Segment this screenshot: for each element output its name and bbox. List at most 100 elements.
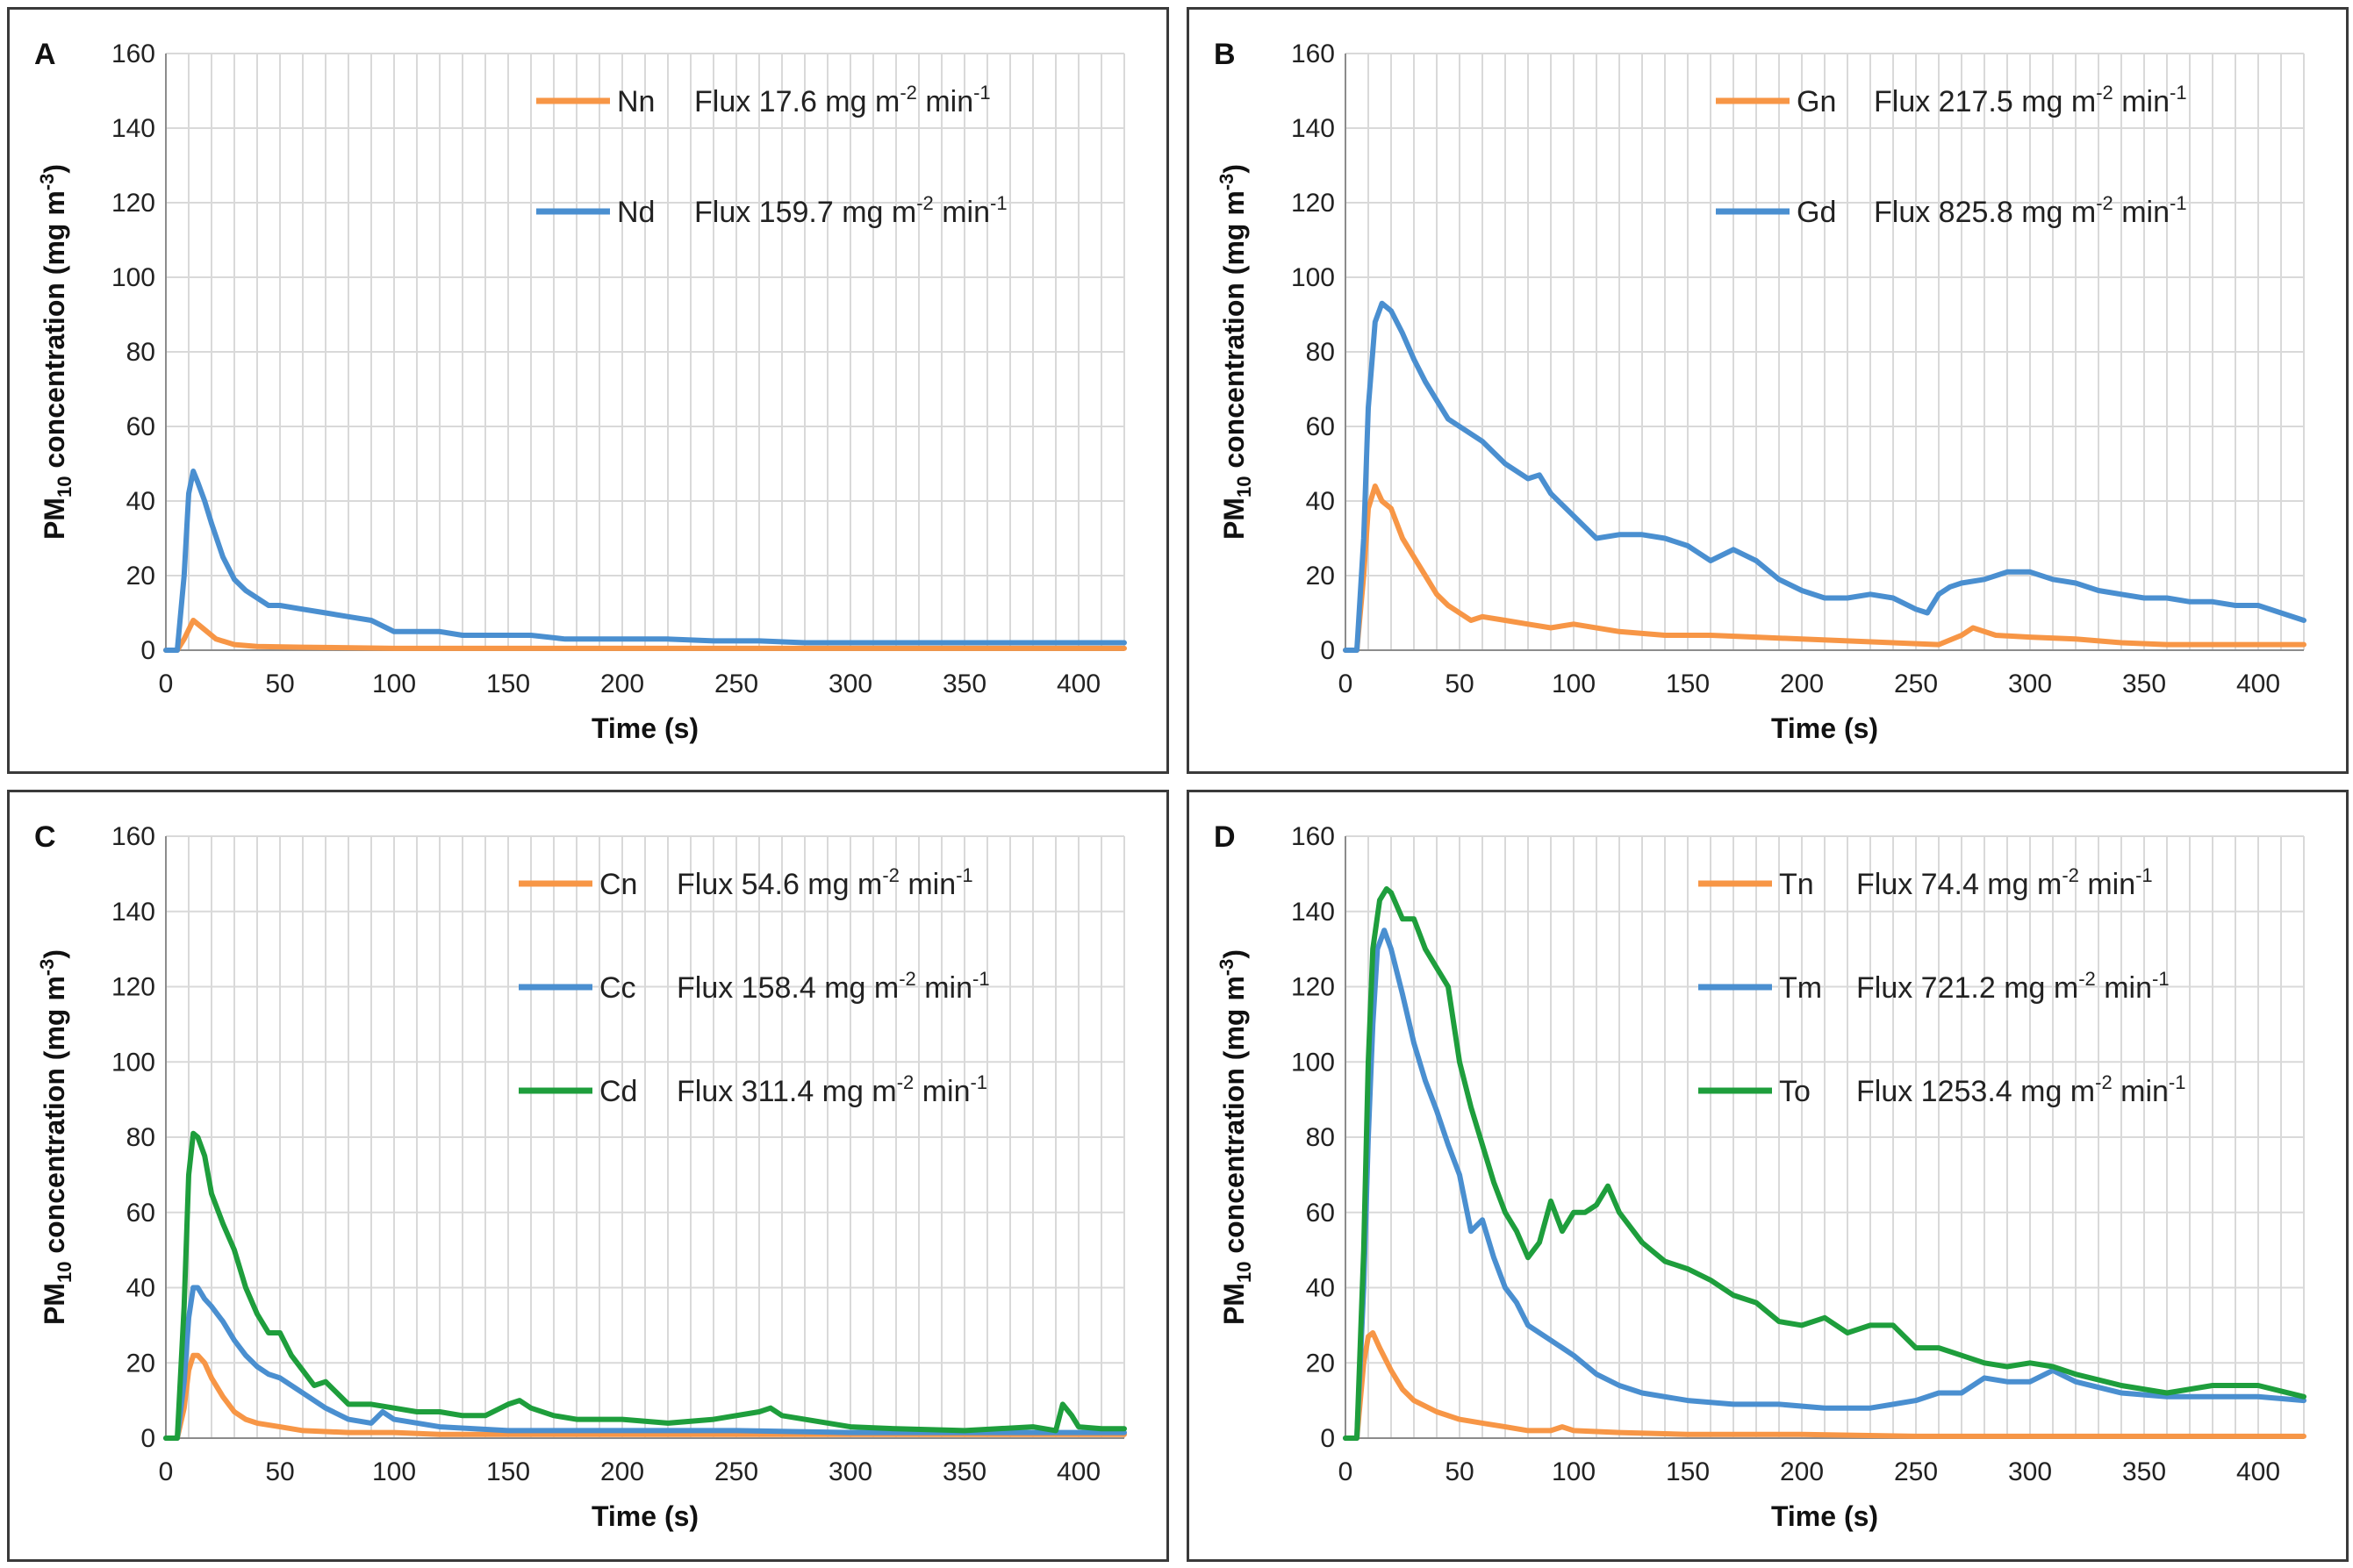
panel-label: B	[1214, 38, 1236, 71]
legend-entry-nd: Nd Flux 159.7 mg m-2 min-1	[536, 192, 1008, 229]
y-tick-label: 160	[1291, 39, 1335, 68]
y-tick-label: 140	[1291, 898, 1335, 927]
y-tick-label: 0	[1320, 636, 1335, 665]
series-line-cn	[163, 1352, 1127, 1441]
x-tick-label: 150	[486, 669, 530, 698]
y-axis-title: PM10 concentration (mg m-3)	[36, 949, 75, 1325]
y-tick-label: 60	[126, 412, 155, 441]
x-tick-label: 250	[714, 1457, 758, 1486]
y-tick-label: 100	[111, 263, 155, 292]
x-tick-label: 400	[2236, 1457, 2280, 1486]
panel-d: 0 20 40 60 80 100 120 140 160 0 50 100 150 200 250 300 3…	[1187, 790, 2349, 1562]
legend-flux-label: Flux 159.7 mg m-2 min-1	[694, 192, 1008, 229]
legend-entry-cn: Cn Flux 54.6 mg m-2 min-1	[519, 864, 973, 901]
y-tick-label: 160	[1291, 822, 1335, 851]
x-tick-label: 100	[372, 669, 416, 698]
y-tick-label: 0	[140, 1424, 155, 1453]
legend-entry-nn: Nn Flux 17.6 mg m-2 min-1	[536, 82, 991, 118]
series-line-gd	[1343, 300, 2306, 653]
x-tick-label: 350	[943, 1457, 986, 1486]
panel-label: A	[34, 38, 56, 71]
y-tick-label: 80	[1306, 1123, 1335, 1152]
x-tick-label: 350	[2122, 1457, 2166, 1486]
y-tick-label: 20	[126, 1349, 155, 1378]
legend-flux-label: Flux 721.2 mg m-2 min-1	[1856, 968, 2170, 1005]
grid	[1345, 835, 2305, 1439]
x-tick-label: 0	[1338, 669, 1353, 698]
y-tick-label: 80	[126, 1123, 155, 1152]
series-line-cc	[163, 1285, 1127, 1441]
chart-a-svg: 0 20 40 60 80 100 120 140 160 0 50 100 150 200 250 300 3…	[34, 38, 1127, 744]
y-tick-label: 40	[126, 487, 155, 516]
x-tick-label: 300	[2008, 669, 2052, 698]
legend-entry-to: To Flux 1253.4 mg m-2 min-1	[1698, 1071, 2185, 1108]
legend-flux-label: Flux 1253.4 mg m-2 min-1	[1856, 1071, 2185, 1108]
x-tick-label: 0	[1338, 1457, 1353, 1486]
x-tick-label: 200	[1780, 1457, 1824, 1486]
x-tick-label: 200	[600, 1457, 644, 1486]
x-tick-label: 250	[714, 669, 758, 698]
x-tick-label: 50	[265, 1457, 294, 1486]
y-tick-label: 0	[140, 636, 155, 665]
x-tick-label: 400	[2236, 669, 2280, 698]
x-axis-title: Time (s)	[592, 712, 699, 744]
y-tick-label: 60	[1306, 412, 1335, 441]
y-tick-label: 120	[111, 189, 155, 218]
series-line-nd	[163, 469, 1127, 653]
series-line-nn	[163, 618, 1127, 653]
chart-b-svg: 0 20 40 60 80 100 120 140 160 0 50 100 150 200 250 300 3…	[1214, 38, 2306, 744]
x-tick-label: 0	[159, 1457, 174, 1486]
legend-series-name: Nd	[617, 196, 655, 229]
legend-series-name: Gn	[1797, 85, 1836, 118]
legend-series-name: Nn	[617, 85, 655, 118]
x-tick-label: 50	[1445, 669, 1474, 698]
y-tick-label: 20	[1306, 562, 1335, 591]
y-axis-title: PM10 concentration (mg m-3)	[1216, 164, 1255, 540]
y-tick-label: 80	[126, 338, 155, 367]
y-tick-label: 40	[126, 1274, 155, 1303]
y-axis-title: PM10 concentration (mg m-3)	[1216, 949, 1255, 1325]
y-tick-label: 140	[111, 114, 155, 143]
y-tick-label: 120	[111, 973, 155, 1002]
x-tick-label: 200	[1780, 669, 1824, 698]
legend-series-name: Cc	[599, 971, 636, 1005]
x-tick-label: 150	[486, 1457, 530, 1486]
panel-label: C	[34, 820, 56, 854]
series-line-to	[1343, 886, 2306, 1441]
legend-flux-label: Flux 217.5 mg m-2 min-1	[1874, 82, 2187, 118]
grid	[165, 835, 1125, 1439]
panel-b: 0 20 40 60 80 100 120 140 160 0 50 100 150 200 250 300 3…	[1187, 7, 2349, 774]
x-tick-label: 250	[1894, 1457, 1938, 1486]
y-tick-label: 120	[1291, 973, 1335, 1002]
legend-flux-label: Flux 311.4 mg m-2 min-1	[677, 1071, 987, 1108]
x-tick-label: 300	[829, 1457, 872, 1486]
legend-flux-label: Flux 54.6 mg m-2 min-1	[677, 864, 973, 901]
y-tick-label: 40	[1306, 1274, 1335, 1303]
x-tick-label: 50	[265, 669, 294, 698]
y-tick-label: 20	[1306, 1349, 1335, 1378]
legend-series-name: Cn	[599, 868, 637, 901]
panel-label: D	[1214, 820, 1236, 854]
y-tick-label: 140	[1291, 114, 1335, 143]
x-tick-label: 100	[1552, 1457, 1596, 1486]
y-tick-label: 20	[126, 562, 155, 591]
legend-series-name: Gd	[1797, 196, 1836, 229]
x-axis-title: Time (s)	[1771, 1500, 1878, 1532]
legend-series-name: Tn	[1779, 868, 1814, 901]
legend-entry-cc: Cc Flux 158.4 mg m-2 min-1	[519, 968, 990, 1005]
y-tick-label: 100	[1291, 1048, 1335, 1077]
y-tick-label: 60	[1306, 1199, 1335, 1228]
panel-a: 0 20 40 60 80 100 120 140 160 0 50 100 150 200 250 300 3…	[7, 7, 1169, 774]
legend-flux-label: Flux 17.6 mg m-2 min-1	[694, 82, 991, 118]
legend-entry-gn: Gn Flux 217.5 mg m-2 min-1	[1716, 82, 2187, 118]
x-tick-label: 150	[1666, 1457, 1710, 1486]
y-tick-label: 0	[1320, 1424, 1335, 1453]
x-tick-label: 400	[1057, 1457, 1101, 1486]
x-tick-label: 300	[2008, 1457, 2052, 1486]
grid	[1345, 53, 2305, 651]
x-axis-title: Time (s)	[1771, 712, 1878, 744]
legend-flux-label: Flux 825.8 mg m-2 min-1	[1874, 192, 2187, 229]
x-tick-label: 100	[372, 1457, 416, 1486]
series-line-tn	[1343, 1330, 2306, 1441]
legend-entry-tm: Tm Flux 721.2 mg m-2 min-1	[1698, 968, 2170, 1005]
